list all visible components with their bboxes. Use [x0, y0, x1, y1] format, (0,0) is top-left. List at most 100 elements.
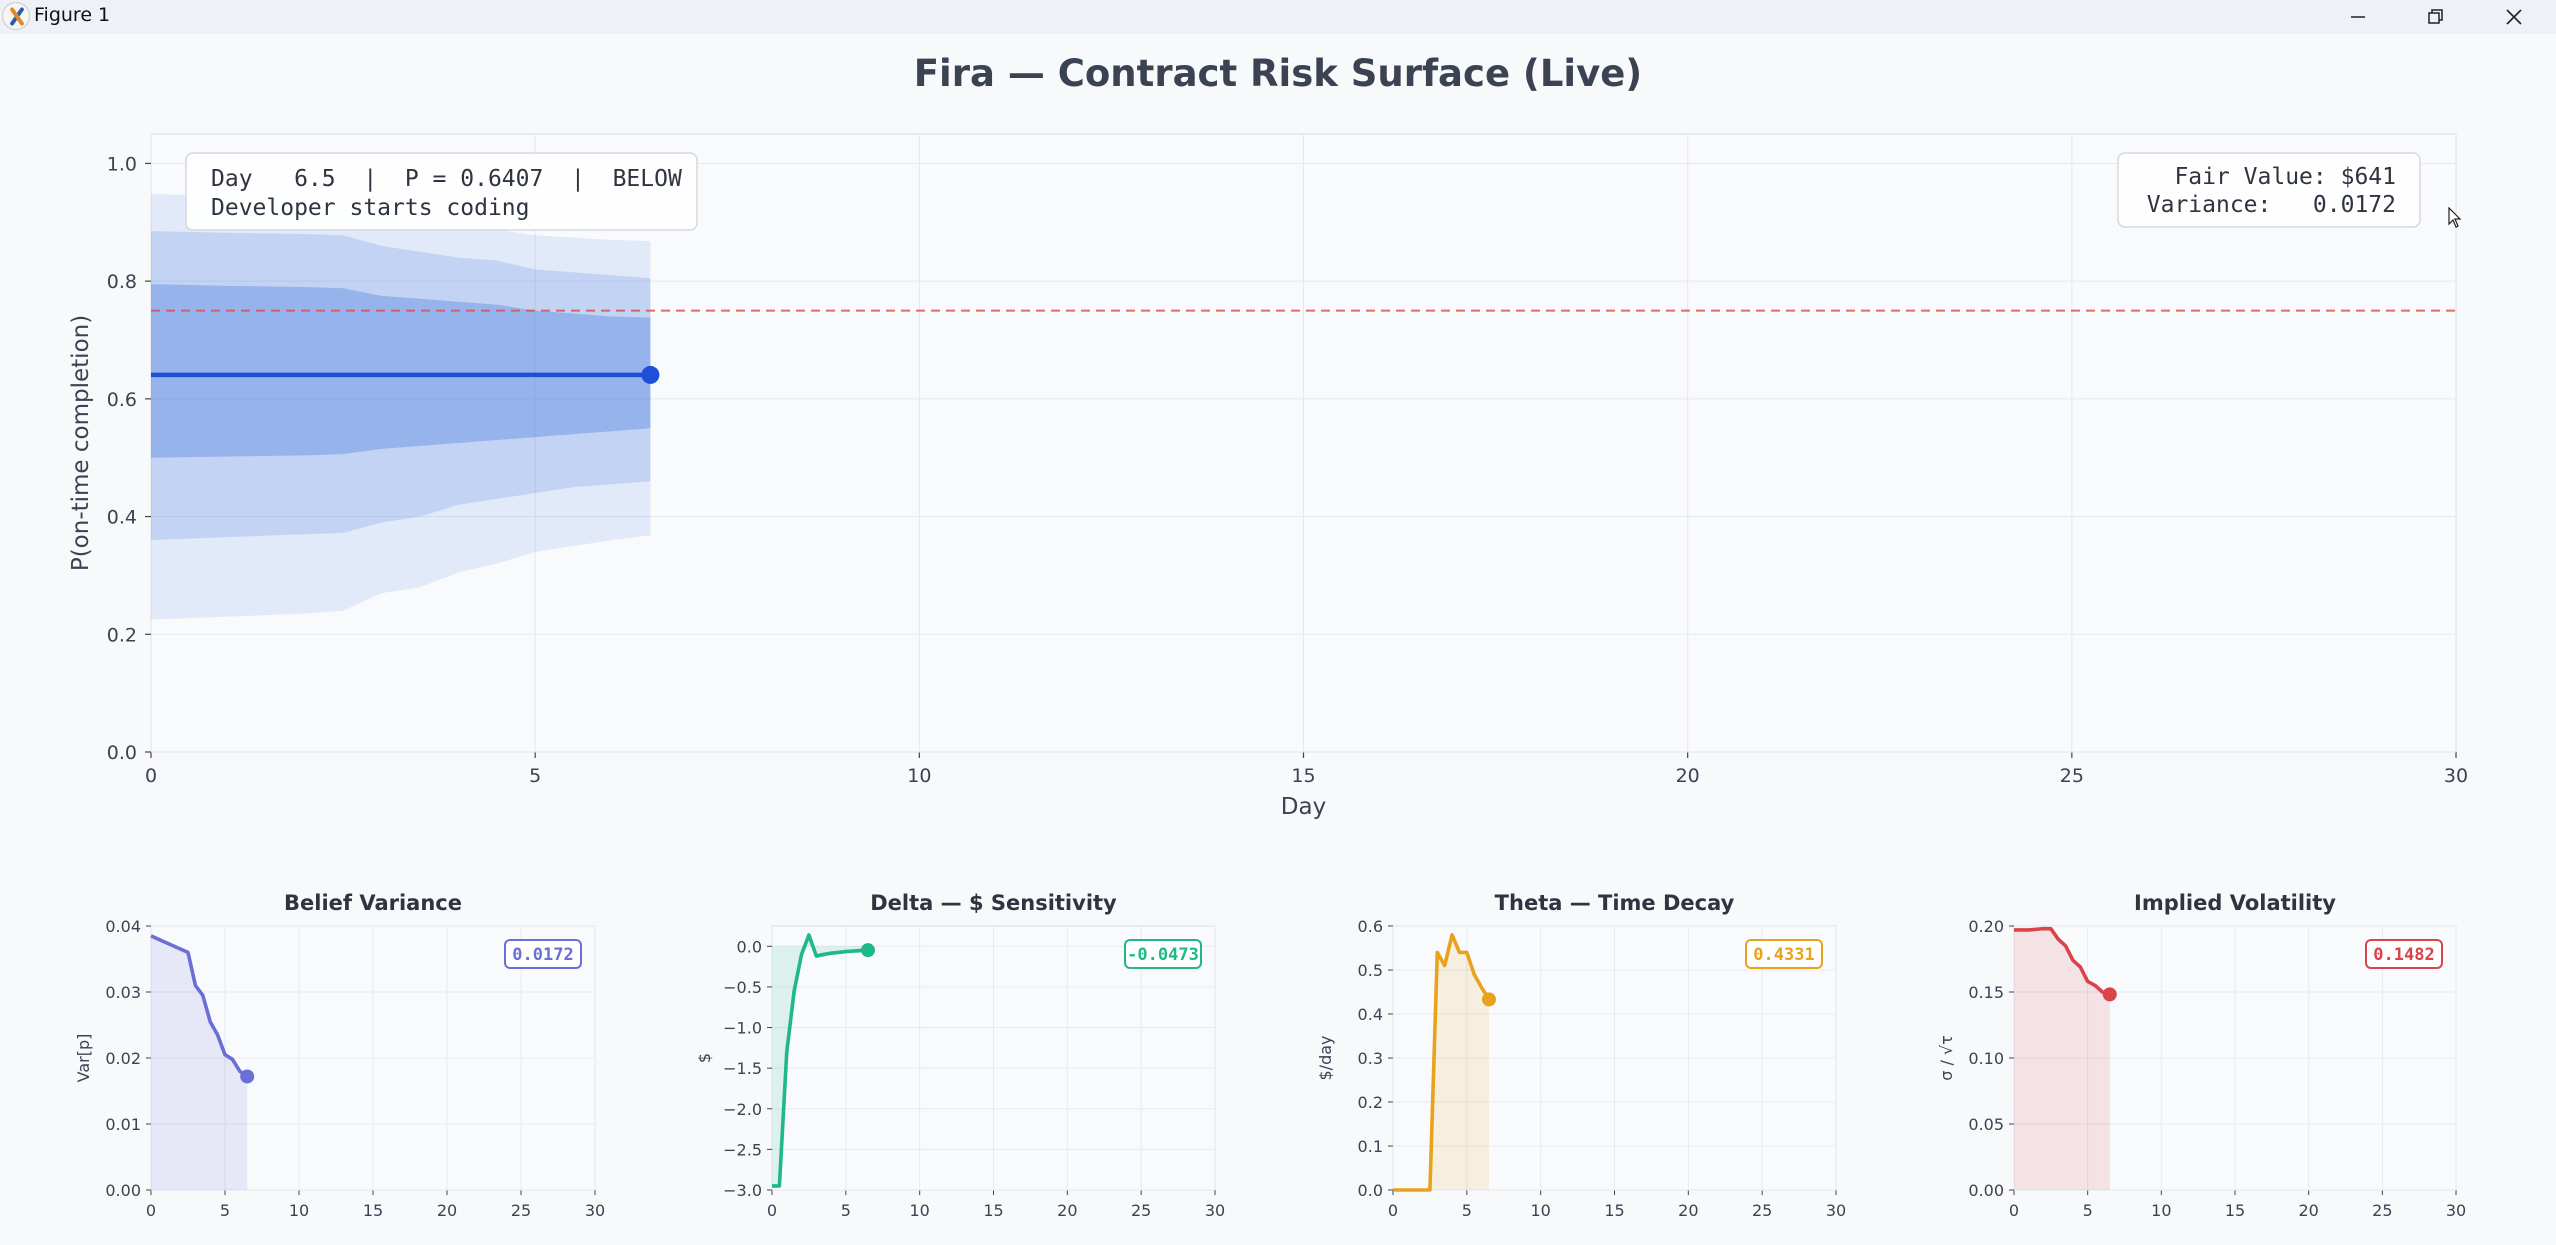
subplot-y-tick-label: 0.1 [1358, 1137, 1383, 1156]
subplot-y-tick-label: 0.03 [105, 983, 141, 1002]
subplot-x-tick-label: 30 [1205, 1201, 1225, 1220]
fair-value-text: Fair Value: $641 [2174, 164, 2396, 190]
main-x-axis-label: Day [1281, 794, 1326, 820]
subplot-y-tick-label: 0.0 [1358, 1181, 1383, 1200]
subplot-y-tick-label: 0.20 [1968, 917, 2004, 936]
subplot-title: Theta — Time Decay [1495, 891, 1735, 915]
subplot-y-tick-label: 0.5 [1358, 961, 1383, 980]
subplot-area-fill [1393, 934, 1489, 1190]
subplot-y-tick-label: 0.01 [105, 1115, 141, 1134]
figure-title: Fira — Contract Risk Surface (Live) [914, 52, 1642, 95]
subplot-x-tick-label: 20 [1057, 1201, 1077, 1220]
subplot-y-tick-label: 0.00 [1968, 1181, 2004, 1200]
subplot-y-tick-label: 0.10 [1968, 1049, 2004, 1068]
subplot-x-tick-label: 10 [289, 1201, 309, 1220]
current-point-marker [641, 365, 660, 384]
subplot-x-tick-label: 5 [1462, 1201, 1472, 1220]
subplot-badge-text: 0.4331 [1753, 945, 1814, 965]
subplot-x-tick-label: 25 [1131, 1201, 1151, 1220]
subplot-value-badge [2365, 939, 2443, 969]
subplot-x-tick-label: 30 [2446, 1201, 2466, 1220]
matplotlib-app-icon [2, 2, 30, 30]
close-icon [2506, 9, 2522, 25]
minimize-button[interactable] [2320, 0, 2396, 34]
subplot-x-tick-label: 15 [2225, 1201, 2245, 1220]
subplot-y-axis-label: σ / √τ [1937, 1035, 1956, 1081]
subplot-y-tick-label: 0.3 [1358, 1049, 1383, 1068]
subplot-badge-text: 0.0172 [512, 945, 573, 965]
subplot-x-tick-label: 20 [1678, 1201, 1698, 1220]
subplot-x-tick-label: 20 [437, 1201, 457, 1220]
subplot-x-tick-label: 0 [146, 1201, 156, 1220]
subplot-series-line [772, 933, 869, 1188]
subplot-x-tick-label: 10 [909, 1201, 929, 1220]
subplot-y-tick-label: −3.0 [723, 1181, 762, 1200]
subplot-y-tick-label: −1.0 [723, 1019, 762, 1038]
subplot-value-badge [1124, 939, 1202, 969]
main-x-tick-label: 25 [2060, 765, 2084, 787]
subplot-y-tick-label: 0.6 [1358, 917, 1383, 936]
subplot-y-tick-label: 0.00 [105, 1181, 141, 1200]
subplot-x-tick-label: 5 [841, 1201, 851, 1220]
delta-sensitivity-subplot: 0 5 10 15 20 25 30 0.0 −0.5 −1.0 −1.5 −2.0 −2.5 −3.0 D… [695, 891, 1225, 1220]
confidence-band-outer [151, 194, 651, 620]
subplot-x-tick-label: 25 [2372, 1201, 2392, 1220]
subplot-y-tick-label: −2.0 [723, 1100, 762, 1119]
subplot-current-marker [1481, 992, 1496, 1007]
window-titlebar: Figure 1 [0, 0, 2556, 34]
implied-volatility-subplot: 0 5 10 15 20 25 30 0.00 0.05 0.10 0.15 0.20 Implied … [1937, 891, 2466, 1220]
status-line-event: Developer starts coding [211, 195, 530, 221]
subplot-x-tick-label: 0 [767, 1201, 777, 1220]
status-annotation-box [185, 152, 698, 231]
main-x-tick-label: 0 [145, 765, 157, 787]
main-y-tick-label: 0.4 [107, 507, 137, 529]
subplot-y-axis-label: Var[p] [74, 1034, 93, 1083]
subplot-x-tick-label: 25 [1752, 1201, 1772, 1220]
subplot-x-tick-label: 5 [2083, 1201, 2093, 1220]
subplot-current-marker [860, 943, 875, 958]
restore-icon [2428, 9, 2443, 24]
minimize-icon [2351, 16, 2365, 18]
subplot-x-tick-label: 30 [1826, 1201, 1846, 1220]
main-x-tick-label: 10 [907, 765, 931, 787]
subplot-area-fill [151, 935, 248, 1190]
subplot-y-tick-label: 0.0 [737, 937, 762, 956]
status-line-day: Day 6.5 | P = 0.6407 | BELOW [211, 166, 682, 192]
subplot-current-marker [2102, 987, 2117, 1002]
subplot-y-tick-label: 0.02 [105, 1049, 141, 1068]
main-y-tick-label: 0.8 [107, 271, 137, 293]
subplot-y-tick-label: −1.5 [723, 1059, 762, 1078]
subplot-area-fill [2014, 928, 2110, 1190]
confidence-band-inner [151, 284, 651, 458]
subplot-y-axis-label: $/day [1316, 1036, 1335, 1081]
subplot-current-marker [240, 1069, 255, 1084]
subplot-x-tick-label: 5 [220, 1201, 230, 1220]
subplot-y-tick-label: 0.2 [1358, 1093, 1383, 1112]
subplot-x-tick-label: 25 [511, 1201, 531, 1220]
subplot-title: Implied Volatility [2134, 891, 2336, 915]
subplot-y-tick-label: 0.15 [1968, 983, 2004, 1002]
subplot-badge-text: -0.0473 [1127, 945, 1199, 965]
mouse-cursor-icon [2448, 207, 2462, 228]
subplot-x-tick-label: 15 [1604, 1201, 1624, 1220]
main-y-tick-label: 0.2 [107, 624, 137, 646]
subplot-value-badge [1745, 939, 1823, 969]
main-y-tick-label: 0.6 [107, 389, 137, 411]
subplot-title: Belief Variance [284, 891, 462, 915]
subplot-x-tick-label: 15 [363, 1201, 383, 1220]
subplot-area-fill [772, 934, 868, 1186]
main-y-tick-label: 1.0 [107, 153, 137, 175]
restore-button[interactable] [2398, 0, 2474, 34]
main-probability-chart: 0 5 10 15 20 25 30 0.0 0.2 0.4 0.6 0.8 1.0 Day P(on-ti… [68, 133, 2468, 820]
subplot-x-tick-label: 15 [983, 1201, 1003, 1220]
main-x-tick-label: 20 [1676, 765, 1700, 787]
subplot-x-tick-label: 10 [1530, 1201, 1550, 1220]
variance-text: Variance: 0.0172 [2147, 192, 2396, 218]
subplot-x-tick-label: 0 [1388, 1201, 1398, 1220]
belief-variance-subplot: 0 5 10 15 20 25 30 0.00 0.01 0.02 0.03 0.04 Belief V… [74, 891, 605, 1220]
subplot-badge-text: 0.1482 [2373, 945, 2434, 965]
value-annotation-box [2117, 152, 2421, 228]
subplot-y-tick-label: 0.4 [1358, 1005, 1383, 1024]
close-button[interactable] [2476, 0, 2552, 34]
subplot-x-tick-label: 0 [2009, 1201, 2019, 1220]
